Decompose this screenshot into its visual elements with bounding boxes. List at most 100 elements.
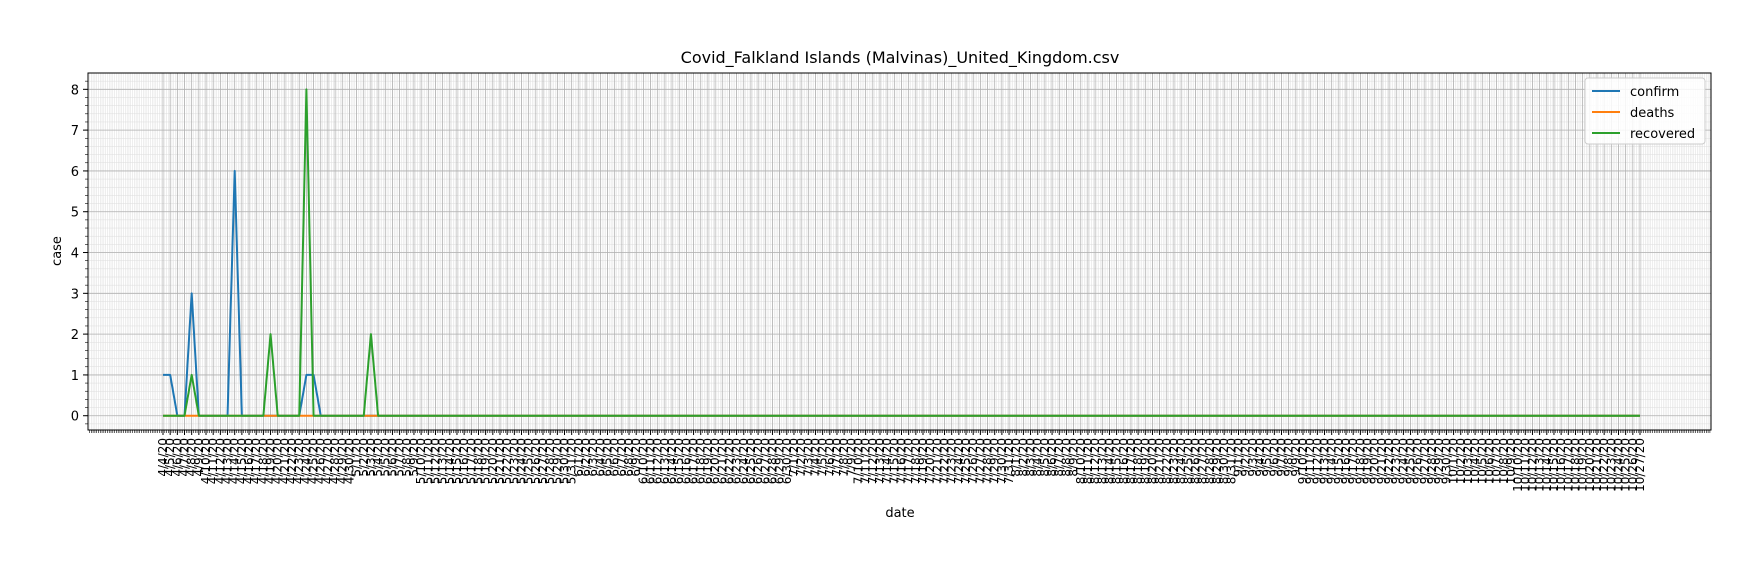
x-tick-label: 8/20/20 bbox=[1145, 438, 1159, 484]
x-tick-label: 7/7/20 bbox=[830, 438, 844, 477]
x-tick-label: 7/4/20 bbox=[808, 438, 822, 477]
x-tick-label: 4/20/20 bbox=[271, 438, 285, 484]
x-tick-label: 10/20/20 bbox=[1583, 438, 1597, 492]
x-tick-label: 9/27/20 bbox=[1418, 438, 1432, 484]
x-tick-label: 5/3/20 bbox=[364, 438, 378, 477]
x-tick-label: 5/5/20 bbox=[378, 438, 392, 477]
x-tick-label: 4/28/20 bbox=[328, 438, 342, 484]
x-tick-label: 7/18/20 bbox=[909, 438, 923, 484]
x-tick-label: 7/25/20 bbox=[959, 438, 973, 484]
x-tick-label: 8/15/20 bbox=[1110, 438, 1124, 484]
x-tick-label: 4/16/20 bbox=[242, 438, 256, 484]
x-tick-label: 8/25/20 bbox=[1181, 438, 1195, 484]
x-tick-label: 4/14/20 bbox=[228, 438, 242, 484]
x-tick-label: 7/5/20 bbox=[816, 438, 830, 477]
x-tick-label: 6/2/20 bbox=[579, 438, 593, 477]
x-tick-label: 7/28/20 bbox=[981, 438, 995, 484]
series-lines bbox=[163, 88, 1640, 417]
x-tick-label: 8/8/20 bbox=[1059, 438, 1073, 477]
x-tick-label: 5/15/20 bbox=[450, 438, 464, 484]
x-tick-label: 4/24/20 bbox=[299, 438, 313, 484]
x-tick-label: 4/27/20 bbox=[321, 438, 335, 484]
x-tick-label: 7/19/20 bbox=[916, 438, 930, 484]
x-tick-label: 9/23/20 bbox=[1389, 438, 1403, 484]
x-tick-label: 7/14/20 bbox=[880, 438, 894, 484]
x-tick-label: 9/9/20 bbox=[1289, 438, 1303, 477]
y-tick-label: 0 bbox=[71, 410, 79, 425]
x-tick-label: 5/25/20 bbox=[522, 438, 536, 484]
x-tick-label: 10/3/20 bbox=[1461, 438, 1475, 484]
series-line-recovered bbox=[163, 88, 1640, 417]
x-tick-label: 4/4/20 bbox=[156, 438, 170, 477]
x-tick-label: 9/28/20 bbox=[1425, 438, 1439, 484]
x-tick-label: 7/17/20 bbox=[902, 438, 916, 484]
x-tick-label: 5/26/20 bbox=[529, 438, 543, 484]
x-tick-label: 8/1/20 bbox=[1009, 438, 1023, 477]
x-tick-label: 10/7/20 bbox=[1490, 438, 1504, 484]
x-tick-label: 6/18/20 bbox=[694, 438, 708, 484]
x-tick-label: 10/19/20 bbox=[1576, 438, 1590, 492]
y-axis-label: case bbox=[50, 236, 65, 266]
x-tick-label: 7/29/20 bbox=[988, 438, 1002, 484]
x-axis: 4/4/204/5/204/6/204/7/204/8/204/9/204/10… bbox=[89, 430, 1711, 492]
x-tick-label: 4/26/20 bbox=[314, 438, 328, 484]
x-tick-label: 8/12/20 bbox=[1088, 438, 1102, 484]
x-tick-label: 10/27/20 bbox=[1633, 438, 1647, 492]
x-tick-label: 5/9/20 bbox=[407, 438, 421, 477]
x-tick-label: 6/24/20 bbox=[737, 438, 751, 484]
x-tick-label: 7/1/20 bbox=[787, 438, 801, 477]
x-tick-label: 9/15/20 bbox=[1332, 438, 1346, 484]
x-tick-label: 8/28/20 bbox=[1203, 438, 1217, 484]
x-tick-label: 5/12/20 bbox=[428, 438, 442, 484]
x-tick-label: 5/1/20 bbox=[350, 438, 364, 477]
x-tick-label: 9/13/20 bbox=[1318, 438, 1332, 484]
x-tick-label: 10/21/20 bbox=[1590, 438, 1604, 492]
x-tick-label: 5/20/20 bbox=[486, 438, 500, 484]
x-tick-label: 6/20/20 bbox=[708, 438, 722, 484]
x-tick-label: 5/30/20 bbox=[558, 438, 572, 484]
y-tick-label: 8 bbox=[71, 83, 79, 98]
x-tick-label: 4/17/20 bbox=[249, 438, 263, 484]
x-tick-label: 10/9/20 bbox=[1504, 438, 1518, 484]
x-tick-label: 4/6/20 bbox=[170, 438, 184, 477]
x-tick-label: 10/11/20 bbox=[1518, 438, 1532, 492]
x-tick-label: 4/13/20 bbox=[221, 438, 235, 484]
x-tick-label: 6/21/20 bbox=[715, 438, 729, 484]
x-tick-label: 7/26/20 bbox=[966, 438, 980, 484]
x-tick-label: 9/2/20 bbox=[1239, 438, 1253, 477]
x-tick-label: 9/14/20 bbox=[1325, 438, 1339, 484]
x-tick-label: 6/12/20 bbox=[651, 438, 665, 484]
x-tick-label: 9/20/20 bbox=[1368, 438, 1382, 484]
x-tick-label: 8/7/20 bbox=[1052, 438, 1066, 477]
x-tick-label: 6/7/20 bbox=[615, 438, 629, 477]
x-tick-label: 10/5/20 bbox=[1475, 438, 1489, 484]
x-tick-label: 8/23/20 bbox=[1167, 438, 1181, 484]
x-tick-label: 6/17/20 bbox=[687, 438, 701, 484]
x-tick-label: 5/23/20 bbox=[507, 438, 521, 484]
x-tick-label: 4/29/20 bbox=[335, 438, 349, 484]
x-tick-label: 7/24/20 bbox=[952, 438, 966, 484]
x-tick-label: 6/4/20 bbox=[593, 438, 607, 477]
x-tick-label: 5/21/20 bbox=[493, 438, 507, 484]
y-tick-label: 5 bbox=[71, 206, 79, 221]
x-tick-label: 10/23/20 bbox=[1604, 438, 1618, 492]
x-tick-label: 9/17/20 bbox=[1346, 438, 1360, 484]
x-tick-label: 7/22/20 bbox=[938, 438, 952, 484]
x-tick-label: 8/3/20 bbox=[1024, 438, 1038, 477]
x-tick-label: 5/10/20 bbox=[414, 438, 428, 484]
x-tick-label: 9/26/20 bbox=[1411, 438, 1425, 484]
x-tick-label: 4/8/20 bbox=[185, 438, 199, 477]
x-tick-label: 10/12/20 bbox=[1525, 438, 1539, 492]
x-tick-label: 8/18/20 bbox=[1131, 438, 1145, 484]
x-tick-label: 4/21/20 bbox=[278, 438, 292, 484]
x-tick-label: 8/29/20 bbox=[1210, 438, 1224, 484]
x-tick-label: 10/10/20 bbox=[1511, 438, 1525, 492]
x-tick-label: 10/18/20 bbox=[1568, 438, 1582, 492]
x-tick-label: 5/13/20 bbox=[436, 438, 450, 484]
x-tick-label: 6/29/20 bbox=[773, 438, 787, 484]
x-tick-label: 5/2/20 bbox=[357, 438, 371, 477]
x-tick-label: 7/31/20 bbox=[1002, 438, 1016, 484]
x-tick-label: 6/5/20 bbox=[601, 438, 615, 477]
x-tick-label: 9/19/20 bbox=[1361, 438, 1375, 484]
x-tick-label: 8/10/20 bbox=[1074, 438, 1088, 484]
